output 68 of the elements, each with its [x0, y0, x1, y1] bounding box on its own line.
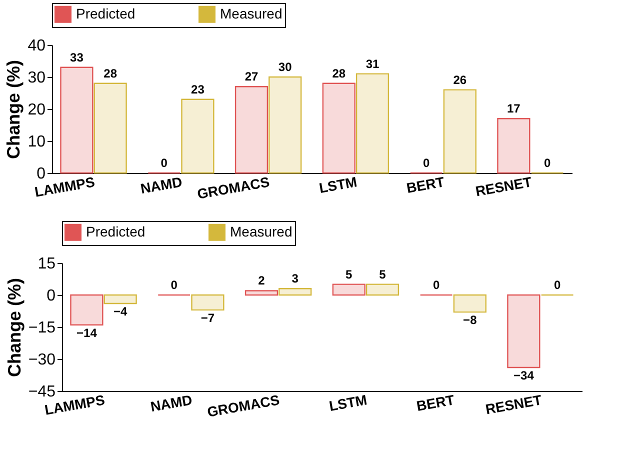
- data-label: 28: [332, 66, 346, 80]
- y-tick-label: 40: [28, 38, 46, 54]
- y-tick-label: −45: [28, 384, 56, 400]
- data-label: 0: [160, 156, 168, 170]
- x-tick-label: BERT: [415, 391, 456, 414]
- y-tick-label: 15: [38, 256, 56, 272]
- bar: [366, 284, 400, 296]
- x-tick-label: RESNET: [474, 173, 534, 200]
- legend-label: Predicted: [86, 223, 146, 240]
- x-tick-label: LSTM: [328, 392, 368, 414]
- data-label: 0: [432, 278, 440, 292]
- y-tick-label: 10: [28, 134, 46, 150]
- x-tick-label: BERT: [405, 173, 446, 196]
- data-label: −4: [113, 304, 128, 319]
- data-label: 26: [453, 72, 467, 87]
- x-tick-label: NAMD: [149, 392, 194, 415]
- y-tick-label: 0: [36, 166, 46, 182]
- y-tick-label: −30: [28, 352, 56, 368]
- data-label: 31: [366, 56, 380, 71]
- data-label: −7: [200, 310, 215, 325]
- data-label: 17: [507, 102, 521, 116]
- data-label: 3: [292, 272, 299, 286]
- bar: [244, 290, 278, 296]
- bar: [191, 294, 224, 311]
- data-label: 28: [104, 66, 118, 80]
- bar: [104, 294, 137, 304]
- y-tick-label: −15: [28, 320, 56, 336]
- bar: [497, 118, 530, 174]
- bar: [234, 86, 268, 174]
- x-tick-label: GROMACS: [206, 392, 281, 420]
- x-tick-label: GROMACS: [196, 174, 271, 202]
- x-tick-label: NAMD: [139, 174, 184, 197]
- data-label: 27: [244, 70, 258, 84]
- bar: [60, 66, 94, 174]
- data-label: 23: [191, 82, 205, 96]
- data-label: 0: [544, 156, 551, 170]
- y-tick-label: 20: [28, 102, 46, 118]
- legend-label: Predicted: [76, 5, 136, 22]
- data-label: 0: [170, 278, 178, 292]
- bar: [507, 294, 540, 368]
- bar: [453, 294, 486, 313]
- data-label: 0: [554, 278, 561, 292]
- data-label: −8: [463, 313, 478, 328]
- bar: [332, 284, 366, 296]
- x-tick-label: RESNET: [484, 391, 544, 418]
- bar: [443, 89, 476, 174]
- bar: [356, 73, 390, 174]
- data-label: 5: [379, 267, 386, 282]
- data-label: 33: [70, 50, 84, 64]
- data-label: 5: [346, 267, 353, 282]
- bar: [322, 82, 356, 174]
- bar: [268, 76, 302, 174]
- bar: [278, 288, 312, 296]
- y-axis-title: Change (%): [4, 60, 24, 159]
- data-label: 0: [422, 156, 430, 170]
- bar: [181, 98, 214, 174]
- x-tick-label: LSTM: [318, 174, 358, 196]
- y-axis-title: Change (%): [4, 278, 24, 377]
- legend-label: Measured: [220, 5, 282, 22]
- y-tick-label: 0: [46, 288, 56, 304]
- data-label: 30: [278, 60, 292, 74]
- data-label: −34: [514, 368, 534, 383]
- data-label: 2: [258, 274, 266, 288]
- data-label: −14: [76, 326, 98, 340]
- y-tick-label: 30: [28, 70, 46, 86]
- bar: [94, 82, 127, 174]
- legend-label: Measured: [230, 223, 292, 240]
- bar: [70, 294, 104, 326]
